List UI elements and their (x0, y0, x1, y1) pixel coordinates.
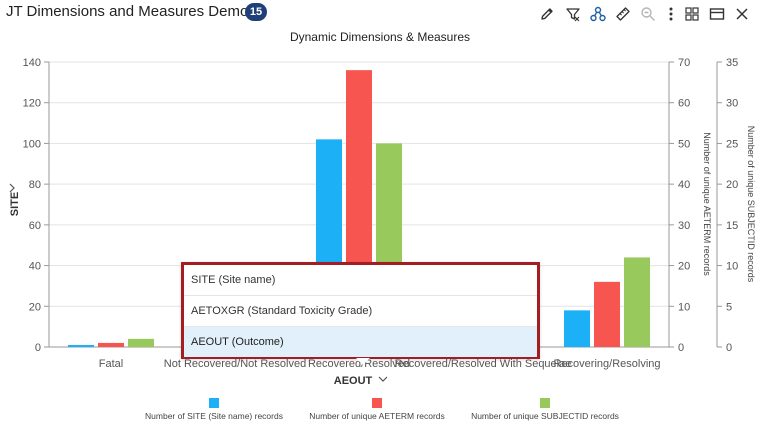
filter-icon[interactable] (563, 4, 583, 24)
legend-swatch (372, 398, 382, 408)
y2-tick-label: 10 (678, 301, 690, 313)
y3-tick-label: 0 (726, 342, 732, 354)
y3-tick-label: 5 (726, 301, 732, 313)
y2-tick-label: 60 (678, 98, 690, 110)
more-vertical-icon[interactable] (661, 4, 681, 24)
dropdown-option-aeout[interactable]: AEOUT (Outcome) (184, 327, 537, 357)
y2-tick-label: 20 (678, 261, 690, 273)
chevron-right-icon (9, 183, 15, 193)
bar (594, 281, 620, 347)
y2-axis-title: Number of unique AETERM records (702, 132, 712, 276)
x-tick-label: Recovering/Resolving (554, 358, 661, 370)
legend-label: Number of unique AETERM records (309, 411, 445, 421)
legend-swatch (540, 398, 550, 408)
y-tick-label: 40 (29, 261, 41, 273)
y-axis-title: SITE (9, 192, 21, 216)
count-badge[interactable]: 15 (245, 3, 267, 21)
bar (128, 338, 154, 347)
dropdown-caret (356, 358, 370, 365)
legend-label: Number of SITE (Site name) records (145, 411, 283, 421)
y-tick-label: 20 (29, 301, 41, 313)
y3-tick-label: 30 (726, 98, 738, 110)
zoom-icon[interactable] (638, 4, 658, 24)
y2-tick-label: 30 (678, 220, 690, 232)
close-icon[interactable] (732, 4, 752, 24)
layout-icon[interactable] (682, 4, 702, 24)
y-tick-label: 80 (29, 179, 41, 191)
y2-tick-label: 50 (678, 138, 690, 150)
x-tick-label: Fatal (99, 358, 123, 370)
y-tick-label: 120 (23, 98, 41, 110)
bar (98, 342, 124, 347)
y3-tick-label: 15 (726, 220, 738, 232)
bar (624, 257, 650, 347)
y2-tick-label: 40 (678, 179, 690, 191)
chevron-down-icon (378, 376, 388, 382)
x-tick-label: Not Recovered/Not Resolved (164, 358, 306, 370)
bar-chart: Dynamic Dimensions & Measures 0 20 40 60 80 10… (9, 30, 756, 421)
pencil-icon[interactable] (537, 4, 557, 24)
y3-tick-label: 10 (726, 261, 738, 273)
app-header: JT Dimensions and Measures Demo 15 (0, 0, 759, 26)
chart-title: Dynamic Dimensions & Measures (290, 30, 470, 44)
y3-tick-label: 20 (726, 179, 738, 191)
y-tick-label: 60 (29, 220, 41, 232)
y3-tick-label: 25 (726, 138, 738, 150)
dimension-dropdown[interactable]: SITE (Site name) AETOXGR (Standard Toxic… (181, 262, 540, 359)
y2-tick-label: 0 (678, 342, 684, 354)
dropdown-option-aetoxgr[interactable]: AETOXGR (Standard Toxicity Grade) (184, 296, 537, 327)
bar (564, 310, 590, 347)
y-tick-label: 100 (23, 138, 41, 150)
dropdown-option-site[interactable]: SITE (Site name) (184, 265, 537, 296)
ruler-icon[interactable] (613, 4, 633, 24)
y-tick-label: 0 (35, 342, 41, 354)
bar (68, 344, 94, 347)
y3-axis-title: Number of unique SUBJECTID records (746, 126, 756, 283)
app-title: JT Dimensions and Measures Demo (6, 3, 249, 20)
x-axis-title: AEOUT (334, 375, 373, 387)
y3-tick-label: 35 (726, 57, 738, 69)
window-icon[interactable] (707, 4, 727, 24)
hierarchy-icon[interactable] (588, 4, 608, 24)
x-tick-label: Recovered/Resolved With Sequelae (395, 358, 572, 370)
legend-swatch (209, 398, 219, 408)
y-tick-label: 140 (23, 57, 41, 69)
legend-label: Number of unique SUBJECTID records (471, 411, 619, 421)
y2-tick-label: 70 (678, 57, 690, 69)
